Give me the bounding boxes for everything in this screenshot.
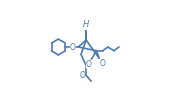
Text: O: O <box>86 60 92 69</box>
Text: O: O <box>100 59 106 68</box>
Text: O: O <box>70 42 76 52</box>
Text: O: O <box>79 71 85 80</box>
Text: H: H <box>83 20 89 29</box>
